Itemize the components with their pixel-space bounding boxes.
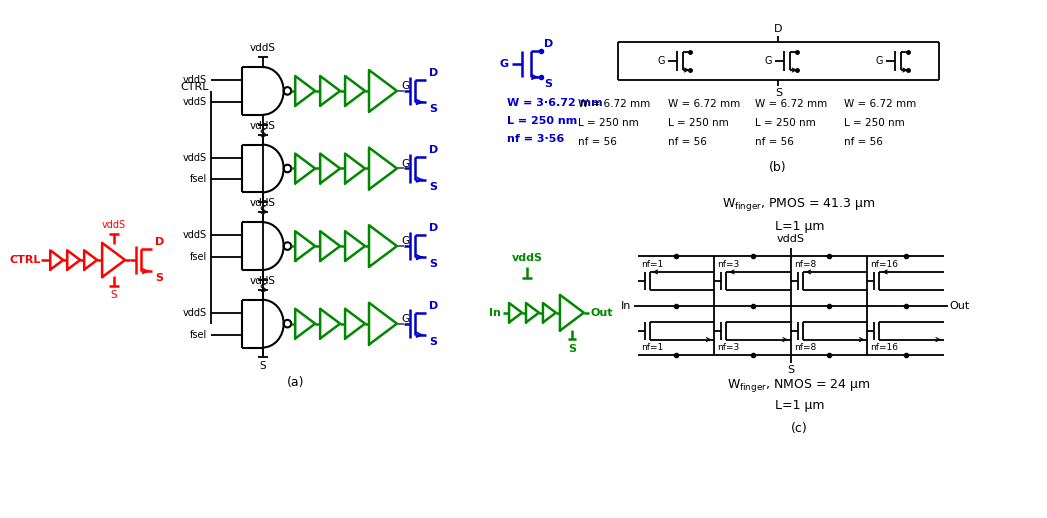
Text: W$_{\mathsf{finger}}$, PMOS = 41.3 μm: W$_{\mathsf{finger}}$, PMOS = 41.3 μm	[722, 196, 876, 213]
Text: vddS: vddS	[249, 276, 275, 286]
Text: Out: Out	[591, 308, 614, 318]
Text: W = 6.72 mm: W = 6.72 mm	[755, 99, 827, 109]
Text: D: D	[774, 24, 782, 34]
Text: D: D	[155, 237, 164, 247]
Text: S: S	[260, 284, 266, 294]
Text: nf = 56: nf = 56	[578, 137, 617, 147]
Text: nf=8: nf=8	[794, 342, 816, 352]
Text: L = 250 nm: L = 250 nm	[668, 118, 729, 128]
Text: G: G	[875, 56, 883, 66]
Text: nf=3: nf=3	[717, 342, 739, 352]
Text: W$_{\mathsf{finger}}$, NMOS = 24 μm: W$_{\mathsf{finger}}$, NMOS = 24 μm	[728, 377, 871, 394]
Text: D: D	[429, 223, 439, 233]
Text: S: S	[155, 273, 163, 283]
Text: In: In	[621, 301, 631, 311]
Text: nf=3: nf=3	[717, 260, 739, 269]
Text: vddS: vddS	[183, 230, 207, 240]
Text: G: G	[401, 159, 409, 168]
Text: vddS: vddS	[512, 253, 542, 263]
Text: nf=8: nf=8	[794, 260, 816, 269]
Text: S: S	[429, 337, 437, 347]
Text: S: S	[260, 206, 266, 217]
Text: nf = 56: nf = 56	[844, 137, 883, 147]
Text: fsel: fsel	[190, 329, 207, 340]
Text: W = 6.72 mm: W = 6.72 mm	[578, 99, 650, 109]
Text: S: S	[110, 291, 117, 300]
Text: nf=1: nf=1	[641, 260, 663, 269]
Text: S: S	[787, 365, 795, 376]
Text: In: In	[489, 308, 502, 318]
Text: L=1 μm: L=1 μm	[775, 399, 824, 412]
Text: D: D	[544, 39, 553, 49]
Text: W = 6.72 mm: W = 6.72 mm	[668, 99, 740, 109]
Text: nf=16: nf=16	[870, 342, 898, 352]
Text: G: G	[765, 56, 773, 66]
Text: vddS: vddS	[183, 75, 207, 85]
Text: S: S	[429, 104, 437, 114]
Text: D: D	[429, 300, 439, 310]
Text: S: S	[567, 344, 576, 354]
Text: L=1 μm: L=1 μm	[775, 220, 824, 233]
Text: nf=1: nf=1	[641, 342, 663, 352]
Text: CTRL: CTRL	[9, 255, 41, 265]
Text: L = 250 nm: L = 250 nm	[844, 118, 905, 128]
Text: vddS: vddS	[249, 121, 275, 131]
Text: vddS: vddS	[183, 152, 207, 163]
Text: G: G	[499, 59, 509, 69]
Text: fsel: fsel	[190, 175, 207, 184]
Text: S: S	[429, 259, 437, 269]
Text: W = 3·6.72 mm: W = 3·6.72 mm	[507, 98, 603, 108]
Text: L = 250 nm: L = 250 nm	[578, 118, 639, 128]
Text: G: G	[658, 56, 665, 66]
Text: nf=16: nf=16	[870, 260, 898, 269]
Text: nf = 3·56: nf = 3·56	[507, 134, 564, 143]
Text: vddS: vddS	[183, 97, 207, 107]
Text: vddS: vddS	[102, 220, 126, 229]
Text: S: S	[260, 128, 266, 139]
Text: W = 6.72 mm: W = 6.72 mm	[844, 99, 916, 109]
Text: S: S	[775, 88, 782, 98]
Text: S: S	[544, 79, 552, 89]
Text: Out: Out	[950, 301, 971, 311]
Text: vddS: vddS	[183, 308, 207, 318]
Text: D: D	[429, 146, 439, 155]
Text: vddS: vddS	[249, 43, 275, 53]
Text: S: S	[260, 362, 266, 371]
Text: (c): (c)	[790, 422, 807, 435]
Text: nf = 56: nf = 56	[668, 137, 707, 147]
Text: D: D	[429, 68, 439, 78]
Text: (a): (a)	[287, 376, 305, 389]
Text: S: S	[429, 182, 437, 192]
Text: CTRL: CTRL	[180, 82, 208, 92]
Text: G: G	[401, 314, 409, 324]
Text: fsel: fsel	[190, 252, 207, 262]
Text: L = 250 nm: L = 250 nm	[755, 118, 816, 128]
Text: vddS: vddS	[777, 234, 805, 244]
Text: G: G	[401, 81, 409, 91]
Text: L = 250 nm: L = 250 nm	[507, 116, 577, 126]
Text: vddS: vddS	[249, 198, 275, 208]
Text: nf = 56: nf = 56	[755, 137, 795, 147]
Text: (b): (b)	[768, 161, 786, 174]
Text: G: G	[401, 236, 409, 246]
